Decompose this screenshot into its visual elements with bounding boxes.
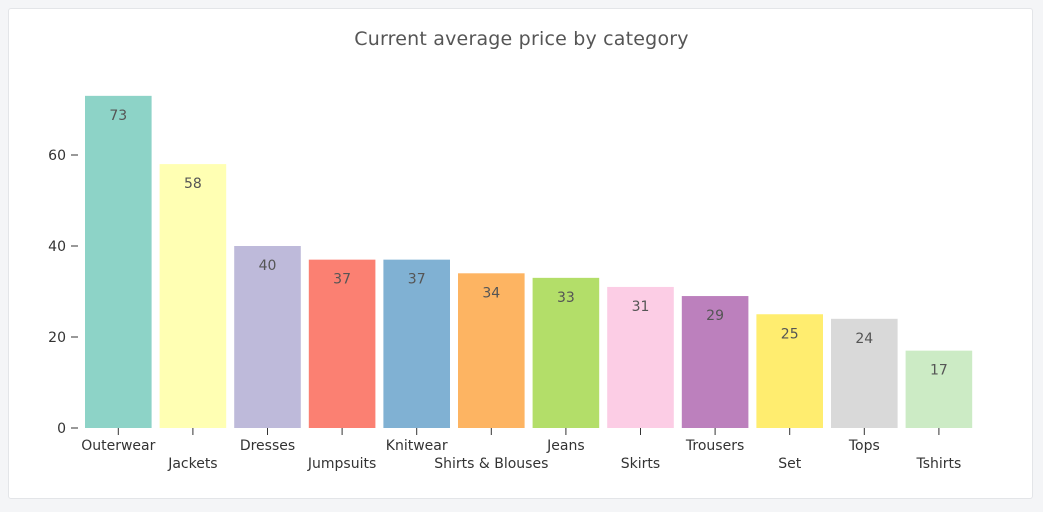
bars-group: 73 58 40 37 37 34 33 31 29 25 24 17	[85, 95, 973, 428]
chart-title: Current average price by category	[354, 28, 689, 50]
x-tick-label: Knitwear	[386, 438, 448, 454]
value-label: 17	[930, 363, 948, 379]
x-axis: Outerwear Jackets Dresses Jumpsuits Knitwear…	[81, 428, 961, 472]
x-tick-label: Tops	[848, 438, 880, 454]
y-tick-label: 60	[48, 148, 66, 164]
bar-tops	[831, 318, 898, 428]
bar-knitwear	[383, 259, 450, 428]
value-label: 34	[482, 285, 500, 301]
bar-outerwear	[85, 95, 152, 428]
x-tick-label: Outerwear	[81, 438, 155, 454]
bar-tshirts	[905, 350, 973, 428]
value-label: 73	[109, 108, 127, 124]
bar-set	[756, 314, 823, 428]
value-label: 33	[557, 290, 575, 306]
value-label: 24	[855, 331, 873, 347]
bar-skirts	[607, 286, 674, 428]
x-tick-label: Shirts & Blouses	[434, 456, 548, 472]
value-label: 37	[408, 272, 426, 288]
x-tick-label: Trousers	[685, 438, 744, 454]
bar-shirts-blouses	[458, 273, 525, 428]
value-label: 31	[632, 299, 650, 315]
value-label: 37	[333, 272, 351, 288]
x-tick-label: Skirts	[621, 456, 660, 472]
y-tick-label: 40	[48, 239, 66, 255]
bar-dresses	[234, 246, 301, 428]
value-label: 29	[706, 308, 724, 324]
y-axis: 0 20 40 60	[48, 148, 78, 437]
bar-jackets	[159, 164, 227, 428]
bar-jumpsuits	[308, 259, 376, 428]
value-label: 40	[259, 258, 277, 274]
x-tick-label: Tshirts	[915, 456, 961, 472]
value-label: 58	[184, 176, 202, 192]
value-label: 25	[781, 326, 799, 342]
x-tick-label: Dresses	[240, 438, 295, 454]
bar-jeans	[532, 277, 600, 428]
y-tick-label: 0	[57, 421, 66, 437]
x-tick-label: Jumpsuits	[307, 456, 376, 472]
x-tick-label: Set	[778, 456, 802, 472]
x-tick-label: Jeans	[546, 438, 585, 454]
bar-trousers	[681, 296, 749, 428]
y-tick-label: 20	[48, 330, 66, 346]
x-tick-label: Jackets	[167, 456, 217, 472]
